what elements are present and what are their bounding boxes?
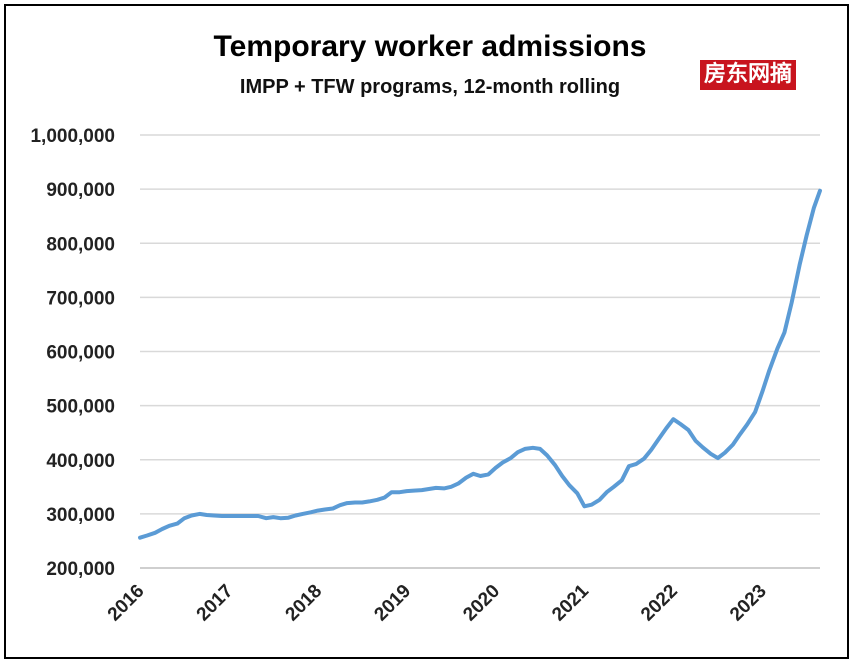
- chart-title: Temporary worker admissions: [213, 30, 647, 63]
- x-tick-label: 2019: [370, 581, 415, 626]
- gridlines: [140, 134, 820, 569]
- x-axis-ticks: 2016 2017 2018 2019 2020 2021 2022 2023: [104, 580, 771, 625]
- series-group: [138, 188, 822, 540]
- x-tick-label: 2022: [637, 581, 682, 626]
- chart-subtitle: IMPP + TFW programs, 12-month rolling: [239, 76, 621, 98]
- y-tick-label: 500,000: [46, 397, 115, 418]
- y-tick-label: 300,000: [46, 505, 115, 526]
- y-tick-label: 1,000,000: [30, 126, 115, 147]
- y-axis-ticks: 200,000 300,000 400,000 500,000 600,000 700,0…: [30, 126, 115, 580]
- y-tick-label: 600,000: [46, 343, 115, 364]
- y-tick-label: 900,000: [46, 180, 115, 201]
- x-tick-label: 2021: [548, 580, 593, 625]
- x-tick-label: 2017: [193, 581, 238, 626]
- y-tick-label: 200,000: [46, 559, 115, 580]
- x-tick-label: 2016: [104, 581, 149, 626]
- watermark-badge: 房东网摘: [700, 60, 797, 90]
- x-tick-label: 2018: [282, 581, 327, 626]
- y-tick-label: 800,000: [46, 234, 115, 255]
- series-line: [138, 188, 822, 540]
- y-tick-label: 700,000: [46, 288, 115, 309]
- x-tick-label: 2020: [459, 581, 504, 626]
- chart-frame: [4, 4, 849, 659]
- x-tick-label: 2023: [726, 581, 771, 626]
- y-tick-label: 400,000: [46, 451, 115, 472]
